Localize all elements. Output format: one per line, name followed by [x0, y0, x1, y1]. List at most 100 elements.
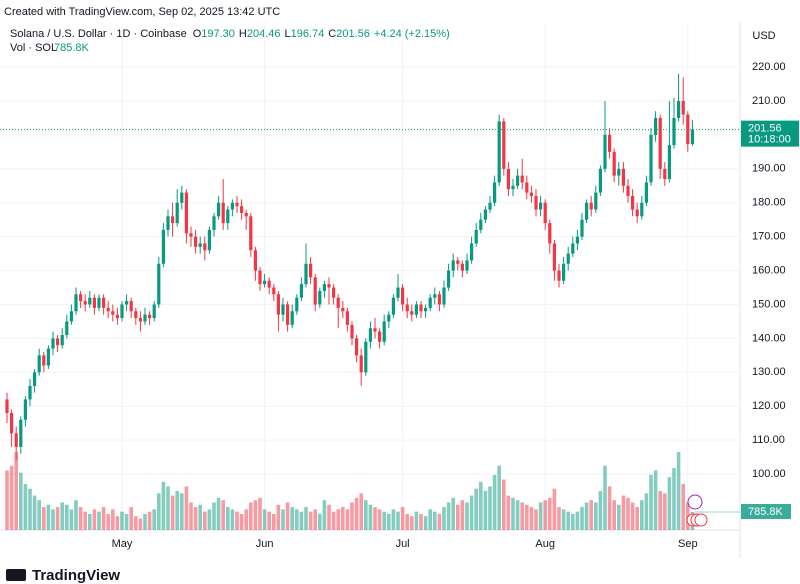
volume-bar [216, 497, 221, 530]
candle-body [322, 284, 326, 291]
volume-bar [166, 486, 170, 530]
volume-bar [391, 509, 396, 530]
volume-bar [561, 509, 566, 530]
volume-bar [28, 488, 32, 530]
candle-body [341, 307, 345, 312]
candle-body [451, 260, 455, 271]
pane [0, 22, 740, 530]
volume-bar [520, 502, 524, 530]
volume-bar [410, 516, 414, 530]
x-tick-label: May [112, 538, 133, 550]
volume-bar [543, 500, 547, 530]
candle-body [672, 117, 676, 146]
volume-bar [603, 465, 607, 530]
candle-body [14, 433, 18, 447]
volume-bar [74, 500, 78, 530]
volume-bar [97, 511, 101, 530]
candle-body [520, 175, 524, 183]
candle-body [378, 331, 382, 342]
volume-bar [442, 507, 446, 530]
volume-bar [88, 513, 92, 530]
volume-bar [506, 495, 511, 530]
volume-bar [566, 511, 570, 530]
volume-bar [46, 504, 51, 530]
volume-bar [115, 516, 120, 530]
volume-bar [207, 509, 212, 530]
volume-bar [580, 507, 584, 530]
candle-body [267, 280, 271, 288]
volume-bar [106, 513, 110, 530]
candle-body [350, 324, 354, 339]
volume-bar [5, 470, 9, 530]
candle-body [557, 270, 561, 281]
volume-bar [598, 491, 603, 530]
volume-bar [331, 511, 336, 530]
candle-body [681, 101, 685, 115]
volume-bar [676, 452, 681, 530]
candle-body [598, 168, 602, 193]
y-tick-label: 130.00 [752, 366, 786, 378]
candle-body [364, 341, 368, 373]
candle-body [428, 297, 432, 308]
x-tick-label: Sep [678, 538, 698, 550]
candle-body [539, 202, 543, 210]
candle-body [175, 202, 179, 224]
volume-bar [630, 502, 635, 530]
candle-body [410, 311, 414, 315]
candle-body [212, 216, 216, 230]
volume-bar [69, 509, 74, 530]
x-tick-label: Aug [535, 538, 555, 550]
candle-body [562, 263, 566, 281]
y-tick-label: 120.00 [752, 400, 786, 412]
volume-bar [318, 513, 322, 530]
volume-bar [267, 511, 271, 530]
volume-bar [9, 465, 14, 530]
legend-key: C [328, 28, 336, 40]
volume-bar [308, 511, 313, 530]
y-tick-label: 160.00 [752, 264, 786, 276]
volume-bar [143, 513, 147, 530]
candle-body [207, 229, 211, 251]
candle-body [617, 168, 621, 176]
candle-body [626, 185, 630, 196]
volume-bar [239, 513, 244, 530]
candle-body [401, 287, 405, 305]
volume-bar [626, 497, 630, 530]
candle-body [621, 168, 625, 186]
candle-body [37, 355, 41, 373]
volume-bar [469, 495, 474, 530]
candle-body [585, 202, 589, 220]
candle-body [465, 260, 469, 271]
volume-bar [373, 507, 377, 530]
candle-body [488, 202, 492, 210]
y-tick-label: 170.00 [752, 231, 786, 243]
volume-bar [161, 481, 166, 530]
volume-bar [446, 502, 451, 530]
candle-body [414, 304, 418, 315]
candle-body [276, 294, 280, 315]
volume-bar [14, 452, 18, 530]
candle-body [198, 243, 202, 247]
candle-body [230, 202, 234, 210]
volume-bar [295, 509, 299, 530]
volume-bar [552, 488, 557, 530]
candle-body [120, 304, 124, 319]
volume-bar [612, 500, 616, 530]
legend-key: O [193, 28, 202, 40]
candle-body [134, 311, 138, 319]
volume-bar [465, 502, 469, 530]
volume-bar [525, 504, 529, 530]
candle-body [125, 301, 129, 305]
volume-bar [423, 516, 428, 530]
volume-bar [60, 502, 64, 530]
volume-bar [341, 507, 345, 530]
volume-bar [479, 481, 483, 530]
candle-body [612, 151, 616, 176]
volume-label: 785.8K [748, 506, 784, 518]
candle-body [345, 311, 349, 325]
volume-bar [658, 491, 662, 530]
volume-bar [189, 502, 193, 530]
volume-bar [653, 470, 658, 530]
candle-body [332, 287, 336, 298]
volume-bar [249, 502, 253, 530]
